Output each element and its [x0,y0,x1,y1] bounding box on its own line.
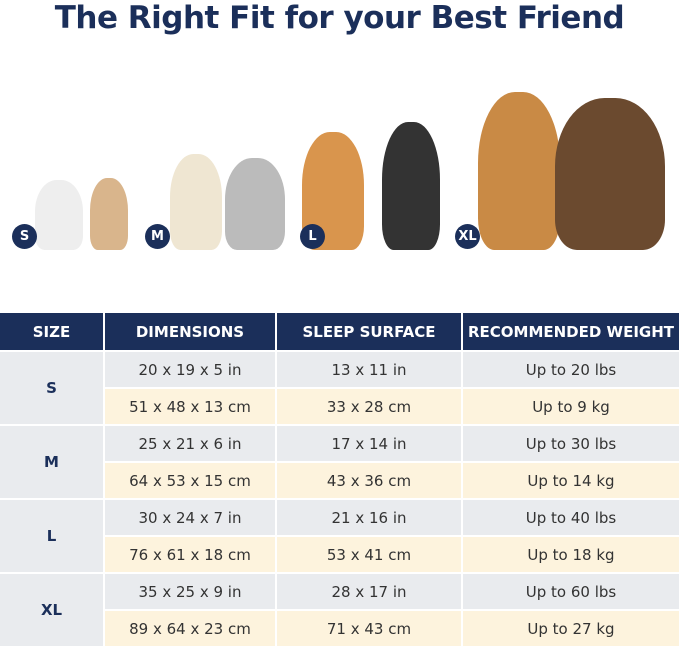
imperial-cell: 35 x 25 x 9 in [105,574,275,609]
metric-cell: 64 x 53 x 15 cm [105,463,275,498]
metric-cell: Up to 27 kg [463,611,679,646]
size-cell: S [0,352,103,424]
header-size: SIZE [0,313,103,350]
imperial-cell: Up to 20 lbs [463,352,679,387]
rough-collie-image [555,98,665,250]
metric-cell: 76 x 61 x 18 cm [105,537,275,572]
table-row: 64 x 53 x 15 cm 43 x 36 cm Up to 14 kg [0,463,679,498]
chihuahua-image [90,178,128,250]
table-row: XL 35 x 25 x 9 in 28 x 17 in Up to 60 lbs [0,574,679,646]
imperial-cell: Up to 40 lbs [463,500,679,535]
table-row: M 25 x 21 x 6 in 17 x 14 in Up to 30 lbs [0,426,679,498]
table-row: 76 x 61 x 18 cm 53 x 41 cm Up to 18 kg [0,537,679,572]
metric-cell: 33 x 28 cm [277,389,461,424]
table-row: 51 x 48 x 13 cm 33 x 28 cm Up to 9 kg [0,389,679,424]
table-row: S 20 x 19 x 5 in 13 x 11 in Up to 20 lbs [0,352,679,424]
metric-cell: 53 x 41 cm [277,537,461,572]
page-title: The Right Fit for your Best Friend [54,0,625,36]
imperial-cell: 30 x 24 x 7 in [105,500,275,535]
header-recommended-weight: RECOMMENDED WEIGHT [463,313,679,350]
imperial-cell: Up to 30 lbs [463,426,679,461]
cat-image [35,180,83,250]
metric-cell: Up to 9 kg [463,389,679,424]
imperial-cell: 13 x 11 in [277,352,461,387]
pets-image: S M L XL [0,90,679,260]
size-badge: XL [455,224,480,249]
header-sleep-surface: SLEEP SURFACE [277,313,461,350]
metric-cell: 43 x 36 cm [277,463,461,498]
cat-image [225,158,285,250]
metric-cell: Up to 14 kg [463,463,679,498]
golden-retriever-image [478,92,560,250]
imperial-cell: 25 x 21 x 6 in [105,426,275,461]
poodle-image [170,154,222,250]
size-cell: XL [0,574,103,646]
imperial-cell: Up to 60 lbs [463,574,679,609]
imperial-cell: 17 x 14 in [277,426,461,461]
metric-cell: 89 x 64 x 23 cm [105,611,275,646]
imperial-cell: 20 x 19 x 5 in [105,352,275,387]
metric-cell: 71 x 43 cm [277,611,461,646]
metric-cell: Up to 18 kg [463,537,679,572]
header-dimensions: DIMENSIONS [105,313,275,350]
metric-cell: 51 x 48 x 13 cm [105,389,275,424]
table-row: L 30 x 24 x 7 in 21 x 16 in Up to 40 lbs [0,500,679,572]
imperial-cell: 28 x 17 in [277,574,461,609]
size-badge: S [12,224,37,249]
size-cell: M [0,426,103,498]
size-badge: L [300,224,325,249]
size-cell: L [0,500,103,572]
size-badge: M [145,224,170,249]
collie-image [382,122,440,250]
imperial-cell: 21 x 16 in [277,500,461,535]
size-chart-table: SIZE DIMENSIONS SLEEP SURFACE RECOMMENDE… [0,311,679,648]
